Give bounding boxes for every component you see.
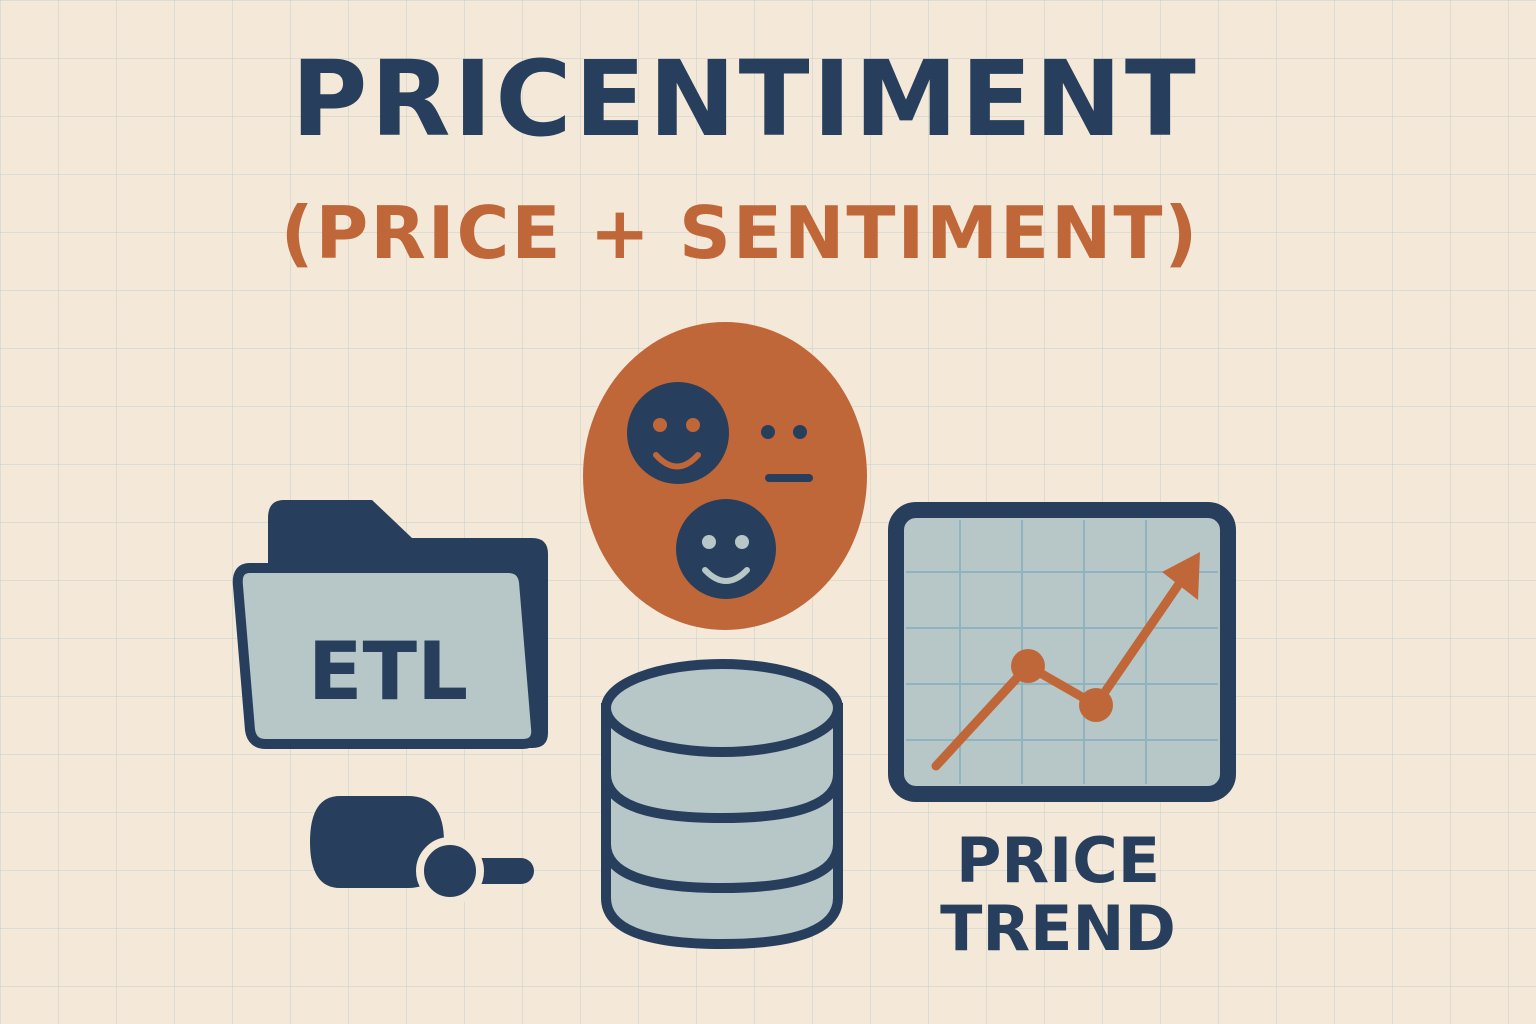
sentiment-faces-icon — [583, 322, 867, 630]
page-subtitle: (PRICE + SENTIMENT) — [280, 191, 1200, 275]
trend-label-line1: PRICE — [956, 824, 1160, 897]
page-title: PRICENTIMENT — [291, 38, 1199, 160]
database-icon — [601, 659, 843, 950]
smiling-face-icon — [676, 499, 776, 599]
happy-face-icon — [627, 382, 729, 484]
folder-icon: ETL — [232, 500, 548, 749]
neutral-face-icon — [761, 425, 813, 482]
trend-chart-icon — [888, 502, 1236, 802]
toggle-switch-icon — [310, 796, 534, 905]
etl-label: ETL — [308, 625, 468, 718]
trend-label-line2: TREND — [940, 892, 1176, 965]
